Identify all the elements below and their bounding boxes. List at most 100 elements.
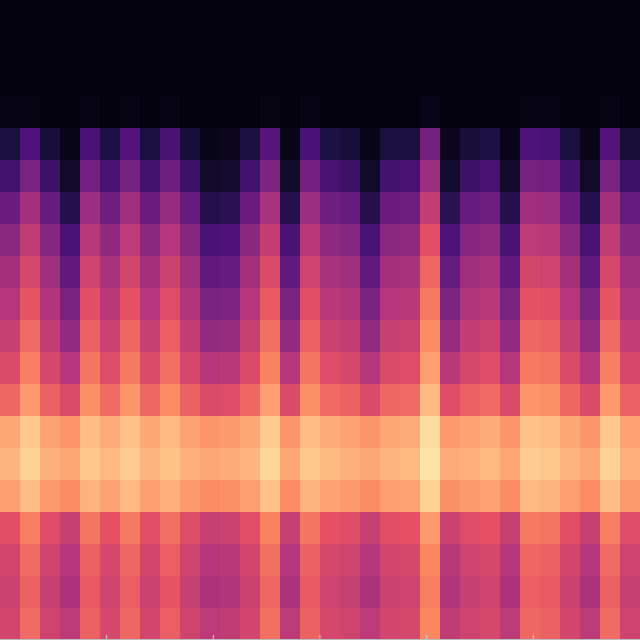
cell: [80, 96, 101, 129]
cell: [280, 384, 301, 417]
cell: [620, 224, 640, 257]
cell: [140, 96, 161, 129]
cell: [600, 0, 621, 33]
cell: [20, 128, 41, 161]
cell: [300, 320, 321, 353]
cells: [0, 0, 640, 640]
cell: [560, 384, 581, 417]
cell: [400, 32, 421, 65]
cell: [100, 32, 121, 65]
cell: [60, 352, 81, 385]
cell: [180, 160, 201, 193]
cell: [140, 256, 161, 289]
cell: [500, 288, 521, 321]
cell: [120, 0, 141, 33]
cell: [20, 416, 41, 449]
cell: [40, 224, 61, 257]
cell: [180, 416, 201, 449]
cell: [380, 288, 401, 321]
cell: [600, 256, 621, 289]
cell: [240, 0, 261, 33]
cell: [80, 160, 101, 193]
cell: [180, 64, 201, 97]
cell: [140, 32, 161, 65]
cell: [300, 288, 321, 321]
cell: [0, 192, 21, 225]
cell: [180, 192, 201, 225]
cell: [500, 416, 521, 449]
cell: [80, 544, 101, 577]
cell: [260, 288, 281, 321]
cell: [60, 576, 81, 609]
cell: [400, 192, 421, 225]
cell: [600, 512, 621, 545]
cell: [340, 192, 361, 225]
cell: [500, 480, 521, 513]
cell: [260, 416, 281, 449]
cell: [200, 384, 221, 417]
cell: [400, 224, 421, 257]
cell: [220, 32, 241, 65]
cell: [100, 608, 121, 640]
cell: [100, 160, 121, 193]
cell: [320, 288, 341, 321]
cell: [40, 352, 61, 385]
cell: [160, 480, 181, 513]
cell: [140, 480, 161, 513]
cell: [60, 32, 81, 65]
cell: [140, 128, 161, 161]
cell: [440, 192, 461, 225]
cell: [100, 320, 121, 353]
cell: [380, 416, 401, 449]
cell: [80, 576, 101, 609]
cell: [520, 480, 541, 513]
cell: [300, 448, 321, 481]
cell: [440, 256, 461, 289]
cell: [560, 96, 581, 129]
cell: [80, 224, 101, 257]
cell: [580, 480, 601, 513]
cell: [460, 160, 481, 193]
cell: [0, 544, 21, 577]
cell: [0, 416, 21, 449]
cell: [460, 448, 481, 481]
cell: [140, 160, 161, 193]
cell: [80, 384, 101, 417]
cell: [560, 352, 581, 385]
cell: [480, 384, 501, 417]
cell: [160, 320, 181, 353]
cell: [80, 608, 101, 640]
cell: [60, 256, 81, 289]
cell: [20, 288, 41, 321]
cell: [100, 512, 121, 545]
cell: [120, 96, 141, 129]
cell: [500, 608, 521, 640]
cell: [20, 448, 41, 481]
cell: [200, 544, 221, 577]
cell: [360, 480, 381, 513]
cell: [620, 96, 640, 129]
cell: [600, 64, 621, 97]
cell: [240, 544, 261, 577]
cell: [120, 288, 141, 321]
cell: [300, 576, 321, 609]
cell: [260, 544, 281, 577]
cell: [420, 32, 441, 65]
cell: [160, 64, 181, 97]
cell: [300, 384, 321, 417]
cell: [20, 384, 41, 417]
cell: [200, 480, 221, 513]
cell: [240, 352, 261, 385]
cell: [400, 288, 421, 321]
cell: [480, 352, 501, 385]
cell: [480, 608, 501, 640]
cell: [120, 512, 141, 545]
cell: [260, 480, 281, 513]
cell: [520, 160, 541, 193]
cell: [240, 32, 261, 65]
cell: [300, 160, 321, 193]
cell: [380, 608, 401, 640]
cell: [560, 320, 581, 353]
cell: [300, 64, 321, 97]
cell: [440, 352, 461, 385]
